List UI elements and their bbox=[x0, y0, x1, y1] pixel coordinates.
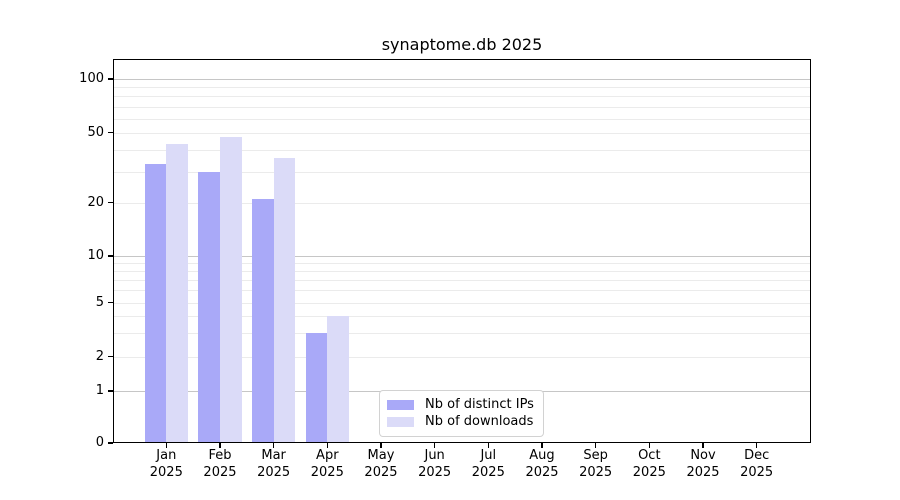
legend-swatch-downloads bbox=[387, 417, 414, 427]
x-tick-label: Aug 2025 bbox=[525, 448, 559, 480]
minor-gridline bbox=[114, 118, 810, 120]
y-tick-label: 0 bbox=[95, 435, 104, 450]
x-tick-label: Oct 2025 bbox=[632, 448, 666, 480]
x-tick-mark bbox=[648, 443, 651, 448]
x-tick-mark bbox=[326, 443, 328, 448]
minor-gridline bbox=[114, 132, 810, 134]
x-tick-mark bbox=[702, 443, 704, 448]
y-tick-label: 2 bbox=[95, 348, 104, 364]
x-tick-label: Jan 2025 bbox=[149, 448, 183, 480]
legend: Nb of distinct IPs Nb of downloads bbox=[379, 390, 544, 437]
legend-label-distinct-ips: Nb of distinct IPs bbox=[425, 397, 534, 412]
y-tick-label: 10 bbox=[87, 248, 104, 263]
minor-gridline bbox=[114, 356, 810, 358]
bar-distinct-ips bbox=[251, 198, 274, 443]
chart-title: synaptome.db 2025 bbox=[381, 35, 543, 54]
minor-gridline bbox=[114, 332, 810, 334]
bar-downloads bbox=[327, 315, 350, 443]
x-tick-mark bbox=[380, 443, 382, 448]
minor-gridline bbox=[114, 280, 810, 282]
x-tick-mark bbox=[165, 443, 167, 448]
legend-item-distinct-ips: Nb of distinct IPs bbox=[387, 397, 535, 413]
y-tick-label: 50 bbox=[87, 124, 104, 140]
legend-item-downloads: Nb of downloads bbox=[387, 414, 535, 430]
major-gridline bbox=[114, 79, 810, 80]
x-tick-label: Jun 2025 bbox=[418, 448, 452, 480]
bar-downloads bbox=[166, 144, 189, 443]
y-tick-mark bbox=[108, 356, 113, 358]
x-tick-mark bbox=[487, 443, 489, 448]
y-tick-label: 100 bbox=[79, 71, 104, 86]
x-tick-mark bbox=[272, 443, 275, 448]
x-tick-label: Dec 2025 bbox=[740, 448, 774, 480]
bar-distinct-ips bbox=[198, 171, 220, 443]
x-tick-mark bbox=[541, 443, 543, 448]
y-tick-label: 20 bbox=[87, 194, 104, 210]
x-tick-mark bbox=[594, 443, 597, 448]
legend-swatch-distinct-ips bbox=[387, 400, 414, 410]
x-tick-mark bbox=[755, 443, 758, 448]
minor-gridline bbox=[114, 302, 810, 304]
minor-gridline bbox=[114, 106, 810, 108]
bar-distinct-ips bbox=[305, 332, 328, 443]
y-tick-mark bbox=[108, 442, 113, 444]
x-tick-label: Mar 2025 bbox=[257, 448, 291, 480]
bar-downloads bbox=[219, 137, 242, 443]
x-tick-label: Jul 2025 bbox=[471, 448, 505, 480]
x-tick-label: Apr 2025 bbox=[310, 448, 344, 480]
y-tick-mark bbox=[108, 78, 113, 80]
minor-gridline bbox=[114, 149, 810, 151]
x-tick-label: Nov 2025 bbox=[686, 448, 720, 480]
minor-gridline bbox=[114, 202, 810, 204]
y-tick-label: 1 bbox=[95, 383, 104, 398]
bar-downloads bbox=[273, 157, 296, 443]
y-tick-mark bbox=[108, 390, 113, 392]
y-tick-mark bbox=[108, 302, 113, 304]
x-tick-mark bbox=[433, 443, 436, 448]
minor-gridline bbox=[114, 87, 810, 89]
minor-gridline bbox=[114, 290, 810, 292]
minor-gridline bbox=[114, 271, 810, 273]
major-gridline bbox=[114, 256, 810, 257]
minor-gridline bbox=[114, 171, 810, 173]
x-tick-label: Feb 2025 bbox=[203, 448, 237, 480]
x-tick-label: Sep 2025 bbox=[579, 448, 613, 480]
y-tick-mark bbox=[108, 132, 113, 134]
x-tick-label: May 2025 bbox=[364, 448, 398, 480]
minor-gridline bbox=[114, 263, 810, 265]
minor-gridline bbox=[114, 315, 810, 317]
legend-label-downloads: Nb of downloads bbox=[425, 414, 534, 429]
y-tick-mark bbox=[108, 202, 113, 204]
y-tick-label: 5 bbox=[95, 294, 104, 310]
y-tick-mark bbox=[108, 255, 113, 257]
x-tick-mark bbox=[219, 443, 221, 448]
bar-distinct-ips bbox=[144, 164, 167, 443]
minor-gridline bbox=[114, 96, 810, 98]
